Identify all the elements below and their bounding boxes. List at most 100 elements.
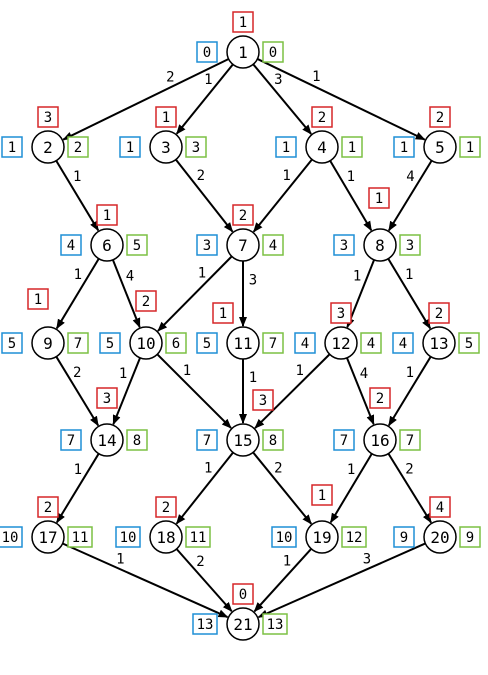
node-id-label: 13: [429, 334, 448, 353]
blue-annotation-box: 7: [196, 429, 218, 451]
red-annotation-value: 2: [376, 391, 384, 407]
edge-line: [175, 158, 234, 233]
edge-line: [55, 160, 100, 232]
edge-weight-label: 2: [197, 168, 205, 184]
edge-weight-label: 3: [249, 272, 257, 288]
green-annotation-box: 7: [67, 332, 89, 354]
node-circle: [31, 130, 65, 164]
node-circle: [226, 228, 260, 262]
edge-weight-label: 1: [204, 72, 212, 88]
edge-line: [253, 548, 312, 613]
green-annotation-box: 1: [459, 136, 481, 158]
edge-weight-label: 4: [406, 169, 414, 185]
red-annotation-value: 3: [337, 306, 345, 322]
red-annotation-box: 1: [368, 187, 390, 209]
edge-8-12: 1: [346, 259, 376, 329]
edge-weight-label: 2: [196, 554, 204, 570]
blue-annotation-box: 1: [1, 136, 23, 158]
node-5: 5 2 1 1: [393, 106, 481, 164]
blue-annotation-value: 4: [67, 238, 75, 254]
edge-line: [346, 259, 376, 329]
red-annotation-box: 1: [212, 302, 234, 324]
node-id-label: 16: [370, 431, 389, 450]
red-annotation-value: 3: [103, 391, 111, 407]
blue-annotation-box: 7: [333, 429, 355, 451]
node-circle: [31, 520, 65, 554]
edge-line: [62, 542, 229, 618]
node-14: 14 3 7 8: [60, 387, 148, 457]
red-annotation-box: 0: [232, 583, 254, 605]
node-circle: [90, 228, 124, 262]
blue-annotation-value: 7: [340, 433, 348, 449]
node-10: 10 2 5 6: [99, 290, 187, 360]
node-id-label: 6: [102, 236, 112, 255]
node-id-label: 3: [161, 138, 171, 157]
node-id-label: 4: [317, 138, 327, 157]
green-annotation-box: 13: [262, 613, 288, 635]
red-annotation-box: 1: [155, 106, 177, 128]
node-13: 13 2 4 5: [392, 302, 480, 360]
green-annotation-value: 13: [267, 617, 284, 633]
blue-annotation-value: 5: [8, 336, 16, 352]
green-annotation-value: 2: [74, 140, 82, 156]
node-id-label: 8: [375, 236, 385, 255]
blue-annotation-box: 4: [392, 332, 414, 354]
edge-line: [329, 160, 373, 232]
edge-weight-label: 2: [166, 69, 174, 85]
node-circle: [305, 520, 339, 554]
red-annotation-value: 3: [259, 393, 267, 409]
edge-line: [252, 63, 312, 135]
edge-line: [156, 353, 232, 429]
edge-weight-label: 4: [360, 366, 368, 382]
node-id-label: 20: [430, 528, 449, 547]
node-7: 7 2 3 4: [196, 204, 284, 262]
node-id-label: 7: [238, 236, 248, 255]
edge-weight-label: 1: [347, 462, 355, 478]
green-annotation-box: 11: [185, 526, 211, 548]
blue-annotation-value: 10: [276, 530, 293, 546]
green-annotation-box: 11: [67, 526, 93, 548]
edge-line: [256, 58, 426, 141]
blue-annotation-box: 4: [60, 234, 82, 256]
edge-weight-label: 4: [126, 269, 134, 285]
red-annotation-value: 1: [375, 191, 383, 207]
edge-line: [55, 453, 100, 524]
green-annotation-value: 7: [406, 433, 414, 449]
green-annotation-box: 1: [341, 136, 363, 158]
edge-weight-label: 1: [183, 363, 191, 379]
green-annotation-value: 12: [346, 530, 363, 546]
red-annotation-value: 2: [436, 110, 444, 126]
edge-4-8: 1: [329, 160, 373, 232]
edge-weight-label: 3: [274, 72, 282, 88]
edge-16-19: 1: [329, 453, 373, 524]
node-circle: [90, 423, 124, 457]
edge-15-19: 2: [252, 451, 313, 525]
green-annotation-box: 3: [185, 136, 207, 158]
blue-annotation-box: 5: [196, 332, 218, 354]
edge-11-15: 1: [239, 359, 257, 424]
blue-annotation-box: 13: [192, 613, 218, 635]
node-id-label: 18: [156, 528, 175, 547]
edge-1-5: 1: [256, 58, 426, 141]
edge-line: [346, 357, 375, 426]
node-id-label: 15: [233, 431, 252, 450]
edge-line: [55, 258, 100, 330]
node-id-label: 14: [97, 431, 116, 450]
node-9: 9 1 5 7: [1, 288, 89, 360]
green-annotation-value: 7: [74, 336, 82, 352]
edge-line: [387, 258, 432, 330]
edge-line: [175, 548, 233, 613]
green-annotation-value: 3: [406, 238, 414, 254]
green-annotation-box: 4: [360, 332, 382, 354]
blue-annotation-value: 13: [197, 617, 214, 633]
node-18: 18 2 10 11: [115, 496, 211, 554]
red-annotation-box: 2: [37, 496, 59, 518]
red-annotation-box: 3: [330, 302, 352, 324]
red-annotation-value: 1: [239, 15, 247, 31]
green-annotation-value: 1: [466, 140, 474, 156]
node-circle: [363, 423, 397, 457]
blue-annotation-value: 5: [106, 336, 114, 352]
node-circle: [226, 35, 260, 69]
blue-annotation-box: 4: [294, 332, 316, 354]
